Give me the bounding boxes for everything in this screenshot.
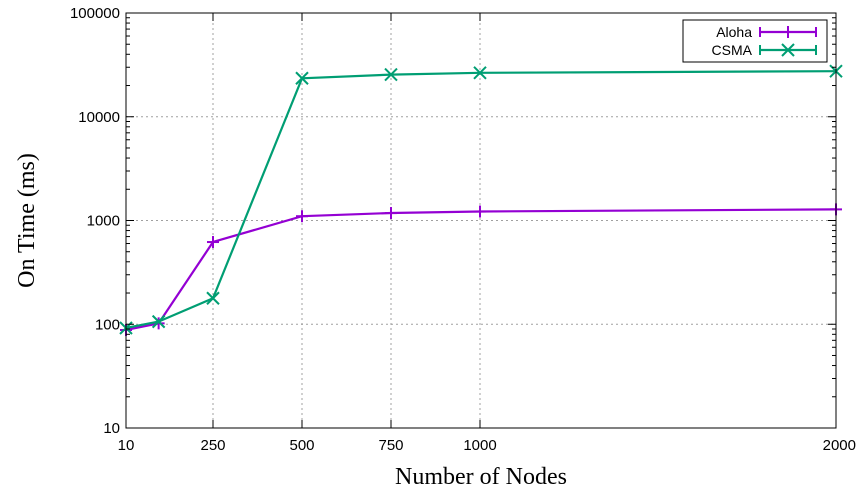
x-tick-label: 250 xyxy=(200,437,225,454)
y-tick-label: 100000 xyxy=(70,5,120,22)
grid-layer xyxy=(126,13,836,428)
y-axis-label: On Time (ms) xyxy=(14,153,40,288)
series-line-csma xyxy=(125,70,837,330)
series-line-aloha xyxy=(125,208,837,332)
data-point-aloha xyxy=(385,207,397,220)
legend-box xyxy=(682,19,828,63)
y-tick-label: 1000 xyxy=(87,213,120,230)
legend-marker-aloha xyxy=(782,26,794,38)
data-point-csma-b xyxy=(384,67,398,82)
data-point-csma-b xyxy=(151,314,166,329)
data-point-csma xyxy=(295,71,309,85)
x-tick-label: 10 xyxy=(118,437,135,454)
x-axis-label: Number of Nodes xyxy=(395,464,567,490)
ticks-layer: 10 100 1000 10000 100000 10 250 500 750 1000 2000 xyxy=(70,5,856,454)
y-tick-label: 100 xyxy=(95,316,120,333)
legend-label-csma: CSMA xyxy=(712,42,753,58)
legend: Aloha CSMA xyxy=(682,19,828,63)
data-point-csma xyxy=(151,314,166,329)
data-point-aloha xyxy=(207,236,219,249)
data-point-csma xyxy=(384,67,398,82)
data-point-csma-b xyxy=(473,66,487,80)
series-layer xyxy=(119,64,843,337)
legend-marker-csma-b xyxy=(781,43,795,57)
data-point-aloha xyxy=(474,205,486,218)
data-point-csma xyxy=(473,66,487,80)
data-point-csma-b xyxy=(295,71,309,85)
x-tick-label: 500 xyxy=(289,437,314,454)
data-point-csma xyxy=(206,291,220,305)
y-tick-label: 10 xyxy=(103,420,120,437)
y-tick-label: 10000 xyxy=(78,109,120,126)
data-point-csma-b xyxy=(206,291,220,305)
legend-label-aloha: Aloha xyxy=(716,24,752,40)
legend-marker-csma xyxy=(781,43,795,57)
data-point-aloha xyxy=(296,210,308,223)
x-tick-label: 1000 xyxy=(463,437,496,454)
x-tick-label: 750 xyxy=(378,437,403,454)
x-tick-label: 2000 xyxy=(823,437,856,454)
